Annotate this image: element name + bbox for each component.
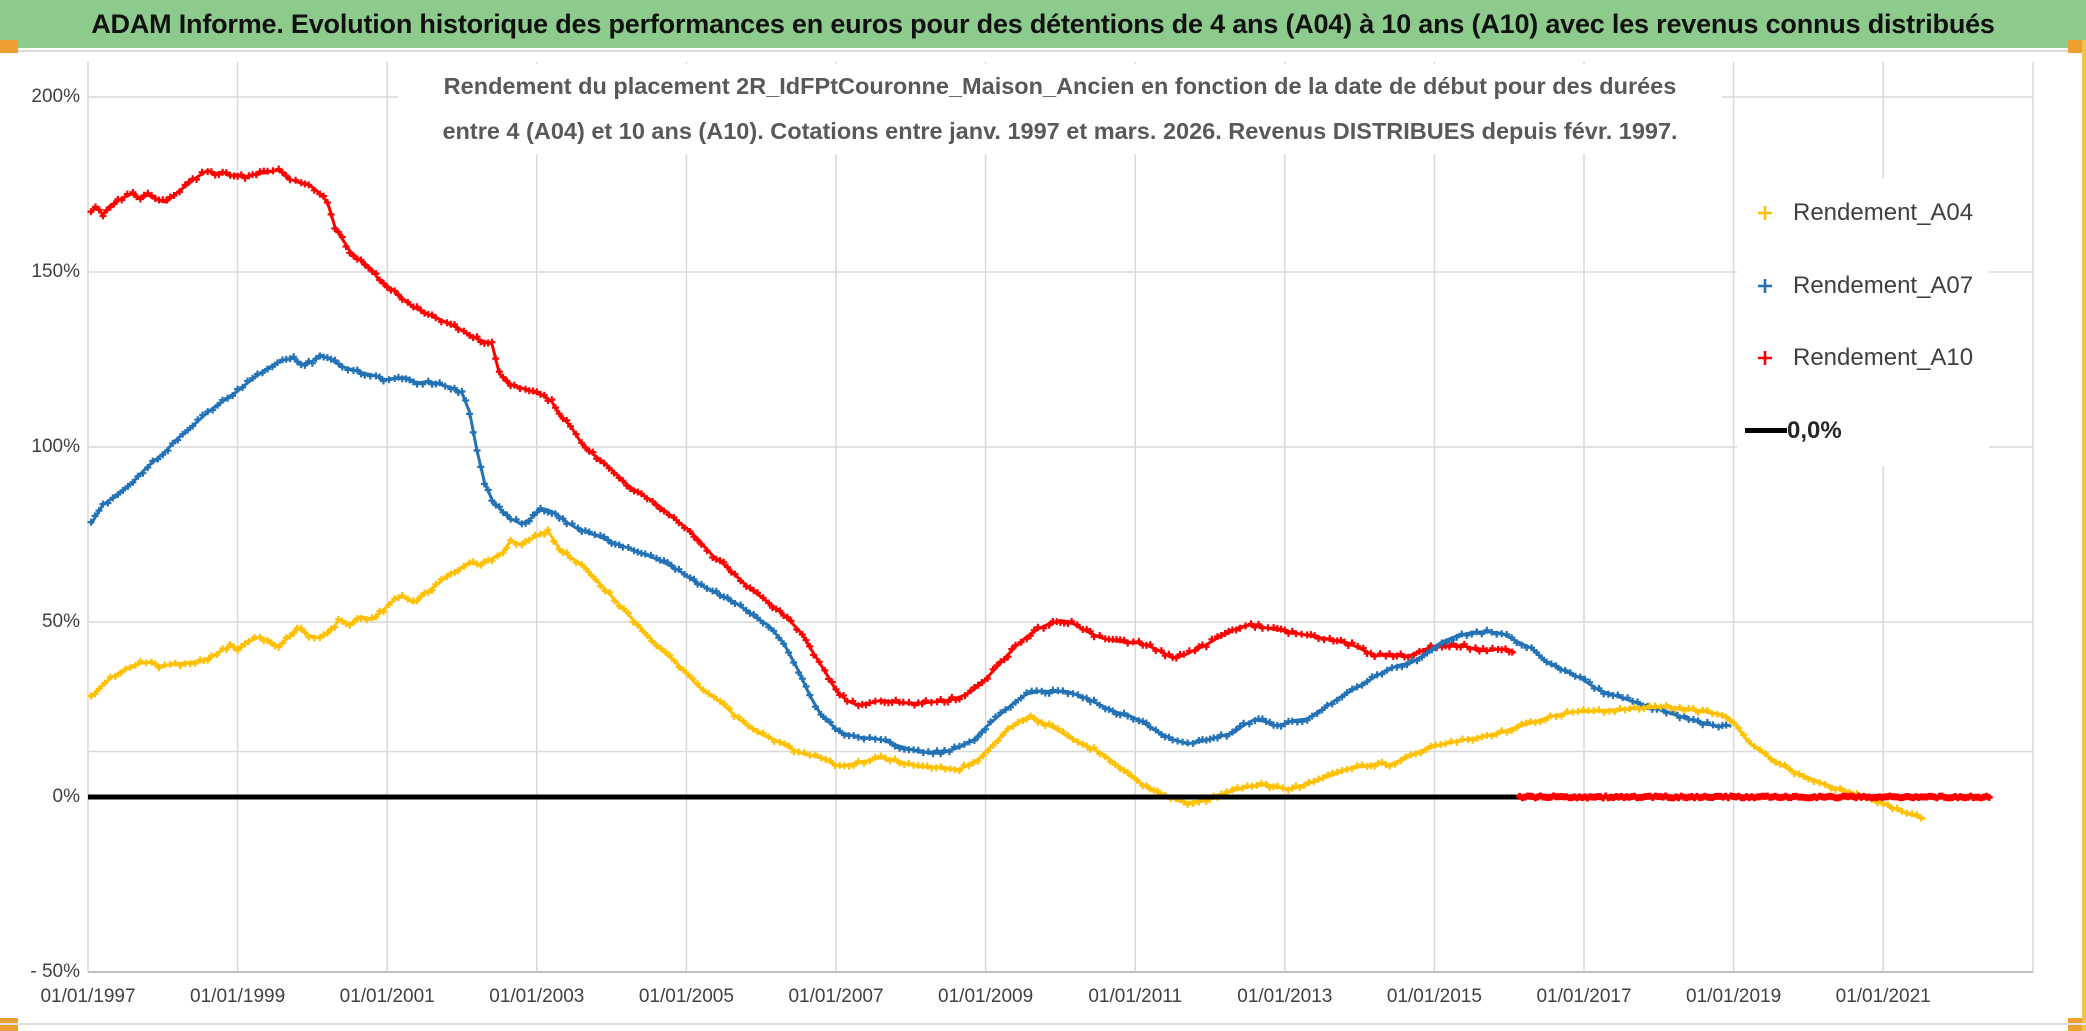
corner-accent-top-left [0, 40, 18, 53]
legend-label: Rendement_A04 [1793, 199, 1974, 226]
legend-label: Rendement_A10 [1793, 344, 1974, 372]
series-line-Rendement_A10 [89, 168, 1516, 707]
header-title: ADAM Informe. Evolution historique des p… [91, 8, 1995, 39]
series-line-Rendement_A07 [89, 353, 1732, 755]
chart-title: Rendement du placement 2R_IdFPtCouronne_… [398, 64, 1722, 154]
x-tick-label: 01/01/2013 [1237, 986, 1333, 1007]
y-tick-label: 0% [52, 786, 80, 807]
series-markers-Rendement_A07 [87, 352, 1730, 758]
x-tick-label: 01/01/2003 [489, 986, 585, 1007]
x-tick-label: 01/01/1999 [190, 986, 286, 1007]
x-tick-label: 01/01/2001 [339, 986, 435, 1007]
legend: Rendement_A04 Rendement_A07 Rendement_A10 0… [1737, 178, 1989, 466]
series-line-Rendement_A04 [89, 529, 1926, 821]
corner-accent-top-right [2068, 40, 2086, 53]
legend-label: 0,0% [1787, 416, 1842, 444]
zero-line-icon [1745, 428, 1787, 434]
y-tick-label: 150% [31, 261, 80, 282]
x-tick-label: 01/01/2011 [1088, 986, 1183, 1007]
chart-title-line1: Rendement du placement 2R_IdFPtCouronne_… [443, 73, 1677, 99]
y-tick-label: 200% [31, 86, 80, 107]
legend-item-Rendement_A10: Rendement_A10 [1737, 329, 1989, 387]
legend-item-0,0%: 0,0% [1737, 402, 1989, 460]
x-tick-label: 01/01/2005 [638, 986, 734, 1007]
plus-marker-icon [1737, 347, 1793, 369]
legend-item-Rendement_A04: Rendement_A04 [1737, 184, 1989, 242]
x-tick-label: 01/01/2015 [1386, 986, 1482, 1007]
plus-marker-icon [1737, 275, 1793, 297]
x-tick-label: 01/01/2021 [1835, 986, 1931, 1007]
bottom-divider [0, 1023, 2086, 1025]
x-tick-label: 01/01/2017 [1536, 986, 1632, 1007]
series-markers-Rendement_A10 [87, 165, 1516, 710]
header-bar: ADAM Informe. Evolution historique des p… [0, 0, 2086, 48]
y-tick-label: 50% [41, 611, 80, 632]
series-markers-Rendement_A04 [87, 526, 1925, 822]
legend-label: Rendement_A07 [1793, 271, 1974, 299]
x-tick-label: 01/01/2009 [938, 986, 1034, 1007]
x-tick-label: 01/01/2019 [1686, 986, 1782, 1007]
plus-marker-icon [1737, 202, 1793, 224]
y-tick-label: 100% [31, 436, 80, 457]
chart-title-line2: entre 4 (A04) et 10 ans (A10). Cotations… [442, 118, 1678, 144]
y-tick-label: - 50% [30, 961, 80, 982]
header-divider [0, 50, 2086, 52]
right-edge-accent [2082, 40, 2086, 1031]
x-tick-label: 01/01/1997 [40, 986, 136, 1007]
series-markers-Rendement_A10_zero_flat [1516, 792, 1993, 802]
x-tick-label: 01/01/2007 [788, 986, 884, 1007]
legend-item-Rendement_A07: Rendement_A07 [1737, 257, 1989, 315]
